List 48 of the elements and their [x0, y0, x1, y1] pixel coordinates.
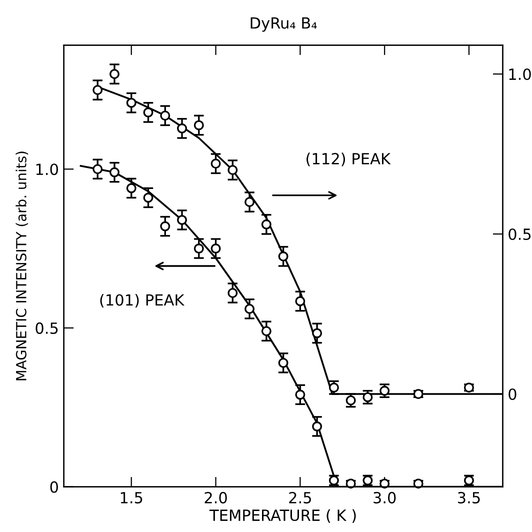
y2-tick-label: 1.0	[509, 68, 531, 80]
point	[278, 358, 288, 368]
point	[312, 421, 322, 432]
x-tick-label: 1.5	[120, 492, 142, 504]
point	[109, 167, 120, 178]
point	[210, 158, 221, 169]
point	[295, 296, 306, 306]
point	[143, 107, 154, 118]
point	[295, 390, 306, 400]
y2-tick-label: 0.5	[508, 228, 531, 240]
point	[92, 164, 103, 174]
point	[380, 386, 390, 396]
point	[328, 382, 339, 393]
chart-title: DyRu₄ B₄	[250, 17, 317, 32]
point	[312, 328, 322, 338]
point	[261, 219, 272, 230]
x-axis-title: TEMPERATURE ( K )	[209, 509, 356, 523]
point	[194, 120, 204, 130]
point	[177, 123, 188, 134]
point	[228, 288, 238, 298]
x-tick-label: 2.0	[204, 492, 227, 504]
point	[244, 197, 255, 208]
point	[228, 165, 238, 176]
point	[346, 395, 356, 406]
x-tick-label: 3.0	[374, 492, 396, 504]
point	[210, 244, 221, 254]
point	[160, 110, 170, 121]
point	[278, 251, 288, 262]
annotation: (112) PEAK	[306, 152, 391, 166]
y-tick-label: 0.5	[36, 322, 58, 334]
point	[109, 69, 120, 80]
x-tick-label: 3.5	[458, 492, 480, 504]
point	[143, 192, 154, 203]
annotation: (101) PEAK	[100, 294, 185, 308]
point	[261, 326, 272, 336]
point	[244, 304, 255, 314]
y-tick-label: 0	[50, 481, 58, 493]
point	[362, 392, 373, 402]
point	[126, 183, 136, 194]
point	[126, 98, 136, 108]
y-tick-label: 1.0	[36, 164, 58, 176]
y2-tick-label: 0	[508, 388, 516, 400]
y-axis-title: MAGNETIC INTENSITY (arb. units)	[16, 152, 28, 380]
x-tick-label: 2.5	[289, 492, 311, 504]
point	[177, 214, 188, 225]
point	[92, 85, 103, 96]
point	[160, 221, 170, 232]
point	[194, 244, 204, 254]
